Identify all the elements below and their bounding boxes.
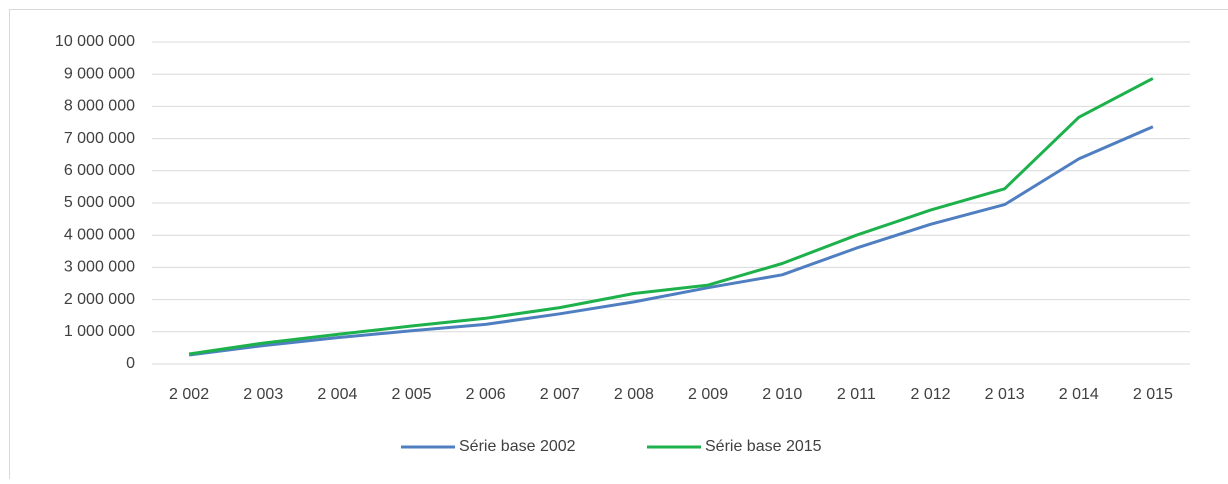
legend-label: Série base 2002: [459, 438, 576, 455]
chart-frame: [10, 10, 1228, 480]
y-tick-label: 5 000 000: [64, 194, 135, 211]
y-tick-label: 10 000 000: [55, 33, 135, 50]
x-tick-label: 2 010: [762, 386, 802, 403]
x-tick-label: 2 007: [540, 386, 580, 403]
x-tick-label: 2 009: [688, 386, 728, 403]
x-tick-label: 2 005: [391, 386, 431, 403]
x-tick-label: 2 004: [317, 386, 357, 403]
x-tick-label: 2 012: [910, 386, 950, 403]
y-tick-label: 2 000 000: [64, 291, 135, 308]
y-tick-label: 1 000 000: [64, 323, 135, 340]
y-tick-label: 9 000 000: [64, 65, 135, 82]
y-tick-label: 3 000 000: [64, 259, 135, 276]
x-tick-label: 2 013: [985, 386, 1025, 403]
y-tick-label: 7 000 000: [64, 130, 135, 147]
x-tick-label: 2 011: [837, 386, 876, 403]
x-tick-label: 2 006: [466, 386, 506, 403]
x-tick-label: 2 008: [614, 386, 654, 403]
y-tick-label: 8 000 000: [64, 98, 135, 115]
x-tick-label: 2 015: [1133, 386, 1173, 403]
x-tick-label: 2 002: [169, 386, 209, 403]
y-tick-label: 4 000 000: [64, 226, 135, 243]
y-tick-label: 6 000 000: [64, 162, 135, 179]
legend-label: Série base 2015: [705, 438, 822, 455]
x-tick-label: 2 003: [243, 386, 283, 403]
y-tick-label: 0: [126, 355, 135, 372]
x-tick-label: 2 014: [1059, 386, 1099, 403]
